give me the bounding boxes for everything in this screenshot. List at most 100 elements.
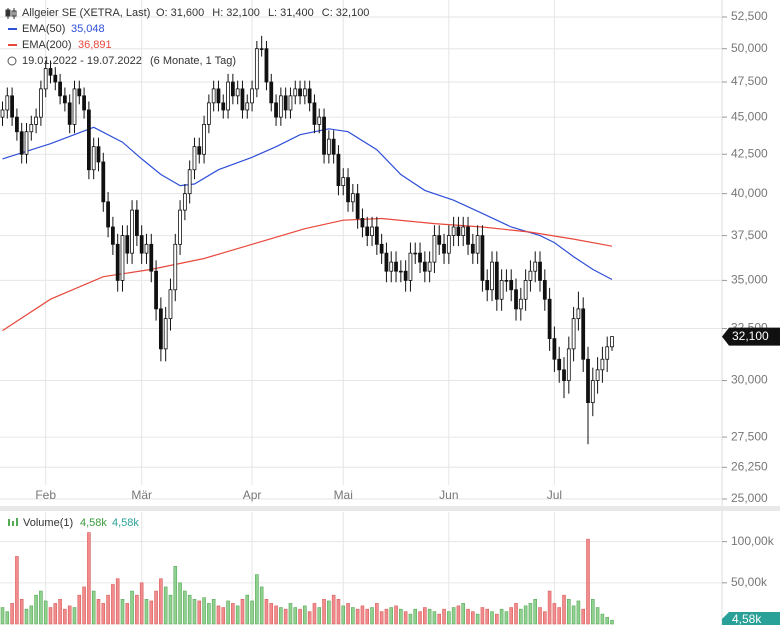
candle-body	[466, 226, 470, 245]
volume-bar	[115, 578, 120, 625]
volume-icon	[8, 519, 10, 526]
volume-bar	[523, 605, 528, 625]
candle-body	[514, 289, 518, 310]
volume-bar	[120, 598, 125, 625]
volume-bar	[48, 607, 53, 625]
candle-body	[365, 226, 370, 236]
candle-body	[538, 261, 542, 281]
candle-body	[360, 218, 365, 228]
volume-bar	[547, 590, 552, 625]
candle-body	[206, 102, 211, 125]
candle-body	[86, 109, 91, 171]
volume-bar	[327, 600, 331, 625]
volume-bar	[130, 590, 134, 625]
volume-bar	[269, 603, 274, 625]
volume-bar	[144, 598, 149, 625]
volume-bar	[591, 598, 595, 625]
volume-bar	[149, 600, 154, 625]
volume-bar	[183, 590, 187, 625]
candle-body	[379, 243, 384, 254]
candle-body	[610, 336, 614, 348]
last-volume-tag	[722, 612, 780, 625]
volume-bar	[384, 608, 389, 625]
header: Allgeier SE (XETRA, Last) EMA(50) 35,048…	[5, 7, 369, 529]
volume-bar	[259, 586, 264, 625]
volume-bar	[451, 607, 456, 625]
candle-body	[10, 95, 14, 118]
candle-body	[542, 280, 547, 300]
candle-body	[168, 289, 173, 320]
volume-bar	[567, 598, 571, 625]
candle-body	[63, 95, 67, 104]
y-tick-label: 42,500	[731, 146, 768, 160]
ohlc-key: H:	[212, 7, 223, 19]
candle-body	[595, 369, 600, 381]
volume-bar	[403, 611, 408, 625]
candle-body	[346, 177, 350, 203]
candle-body	[403, 270, 408, 281]
candle-body	[350, 193, 355, 203]
candle-body	[264, 48, 269, 83]
volume-bar	[298, 608, 302, 625]
candle-body	[187, 169, 192, 195]
ohlc-value: 31,400	[280, 7, 314, 19]
ohlc-value: 32,100	[226, 7, 260, 19]
x-tick-label: Jul	[547, 488, 562, 502]
y-tick-label: 35,000	[731, 273, 768, 287]
candle-body	[394, 261, 398, 272]
candle-body	[5, 95, 10, 111]
volume-bar	[543, 611, 547, 625]
candle-body	[24, 131, 29, 155]
volume-bar	[24, 608, 29, 625]
candle-body	[269, 81, 274, 104]
volume-bar	[418, 611, 422, 625]
volume-icon	[16, 518, 18, 526]
volume-bar	[231, 603, 235, 625]
volume-bar	[274, 605, 278, 625]
candle-body	[312, 102, 317, 125]
candle-body	[456, 226, 461, 236]
volume-icon	[12, 521, 14, 526]
volume-label: Volume(1)	[23, 517, 73, 529]
volume-bar	[77, 594, 82, 625]
candle-body	[101, 161, 106, 203]
volume-bar	[91, 590, 96, 625]
candle-body	[590, 380, 595, 403]
volume-bar	[605, 617, 609, 625]
volume-bar	[283, 608, 288, 625]
candle-body	[518, 298, 523, 310]
candle-body	[48, 68, 53, 76]
candle-body	[600, 358, 605, 371]
candle-body	[58, 81, 62, 97]
candle-body	[547, 298, 552, 340]
candle-body	[230, 81, 235, 97]
candle-body	[154, 270, 158, 310]
volume-bar	[111, 584, 115, 625]
volume-bar	[125, 603, 130, 625]
x-tick-label: Feb	[35, 488, 56, 502]
volume-bar	[10, 603, 14, 625]
candle-body	[125, 235, 130, 254]
legend-label: EMA(50)	[22, 23, 65, 35]
candle-body	[110, 226, 115, 245]
volume-bar	[163, 586, 168, 625]
volume-bar	[480, 607, 485, 625]
candle-body	[490, 261, 494, 291]
candle-body	[39, 88, 43, 118]
volume-bar	[192, 598, 197, 625]
volume-bar	[187, 594, 192, 625]
legend-swatch	[8, 44, 17, 46]
candle-body	[442, 243, 446, 254]
candle-body	[432, 235, 437, 263]
candle-body	[240, 88, 245, 111]
candle-body	[29, 124, 34, 133]
last-price-label: 32,100	[732, 329, 769, 343]
candle-body	[461, 226, 466, 236]
volume-bar	[461, 603, 466, 625]
volume-bar	[595, 607, 600, 625]
y-tick-label: 27,500	[731, 429, 768, 443]
volume-bar	[495, 613, 499, 625]
volume-bar	[341, 605, 346, 625]
volume-bar	[226, 600, 230, 625]
volume-bar	[178, 582, 182, 625]
